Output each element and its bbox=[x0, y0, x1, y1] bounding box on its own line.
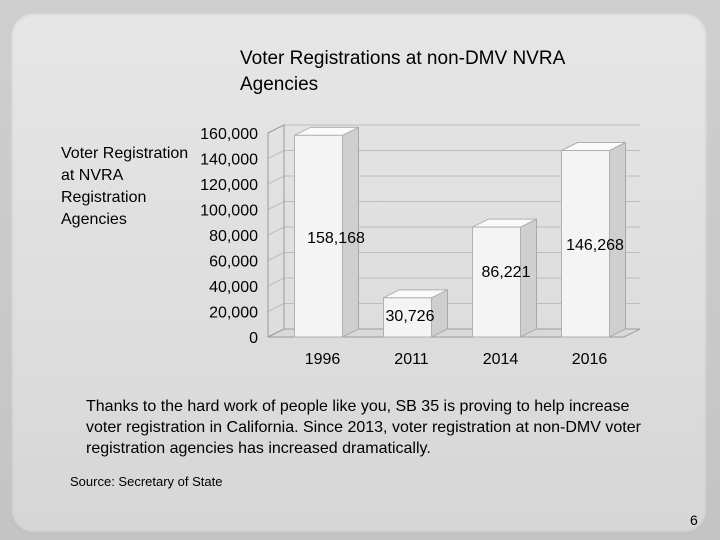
y-tick-label: 60,000 bbox=[209, 254, 258, 271]
y-axis-title: Voter Registration at NVRA Registration … bbox=[61, 145, 189, 228]
x-tick-label: 1996 bbox=[305, 351, 341, 368]
y-axis-wall bbox=[267, 124, 285, 337]
bar bbox=[472, 218, 537, 338]
data-label: 86,221 bbox=[482, 264, 531, 281]
x-tick-label: 2014 bbox=[483, 351, 519, 368]
chart-bars bbox=[294, 126, 626, 338]
y-tick-label: 20,000 bbox=[209, 305, 258, 322]
bar bbox=[383, 289, 448, 338]
bar bbox=[561, 141, 626, 338]
chart-labels: 0 20,000 40,000 60,000 80,000 100,000 120,000 1… bbox=[200, 126, 624, 368]
x-tick-label: 2016 bbox=[572, 351, 608, 368]
chart-axes bbox=[267, 124, 641, 338]
y-tick-label: 140,000 bbox=[200, 152, 258, 169]
page-number: 6 bbox=[690, 512, 698, 528]
body-paragraph: Thanks to the hard work of people like y… bbox=[86, 398, 641, 457]
bar bbox=[294, 126, 359, 338]
chart-title: Voter Registrations at non-DMV NVRA Agen… bbox=[240, 48, 565, 95]
y-tick-label: 120,000 bbox=[200, 177, 258, 194]
y-tick-label: 0 bbox=[249, 330, 258, 347]
data-label: 146,268 bbox=[566, 237, 624, 254]
y-tick-label: 80,000 bbox=[209, 228, 258, 245]
y-tick-label: 160,000 bbox=[200, 126, 258, 143]
y-tick-label: 40,000 bbox=[209, 279, 258, 296]
y-tick-label: 100,000 bbox=[200, 203, 258, 220]
data-label: 30,726 bbox=[386, 308, 435, 325]
x-tick-label: 2011 bbox=[394, 351, 429, 368]
data-label: 158,168 bbox=[307, 230, 365, 247]
source-note: Source: Secretary of State bbox=[70, 474, 223, 489]
